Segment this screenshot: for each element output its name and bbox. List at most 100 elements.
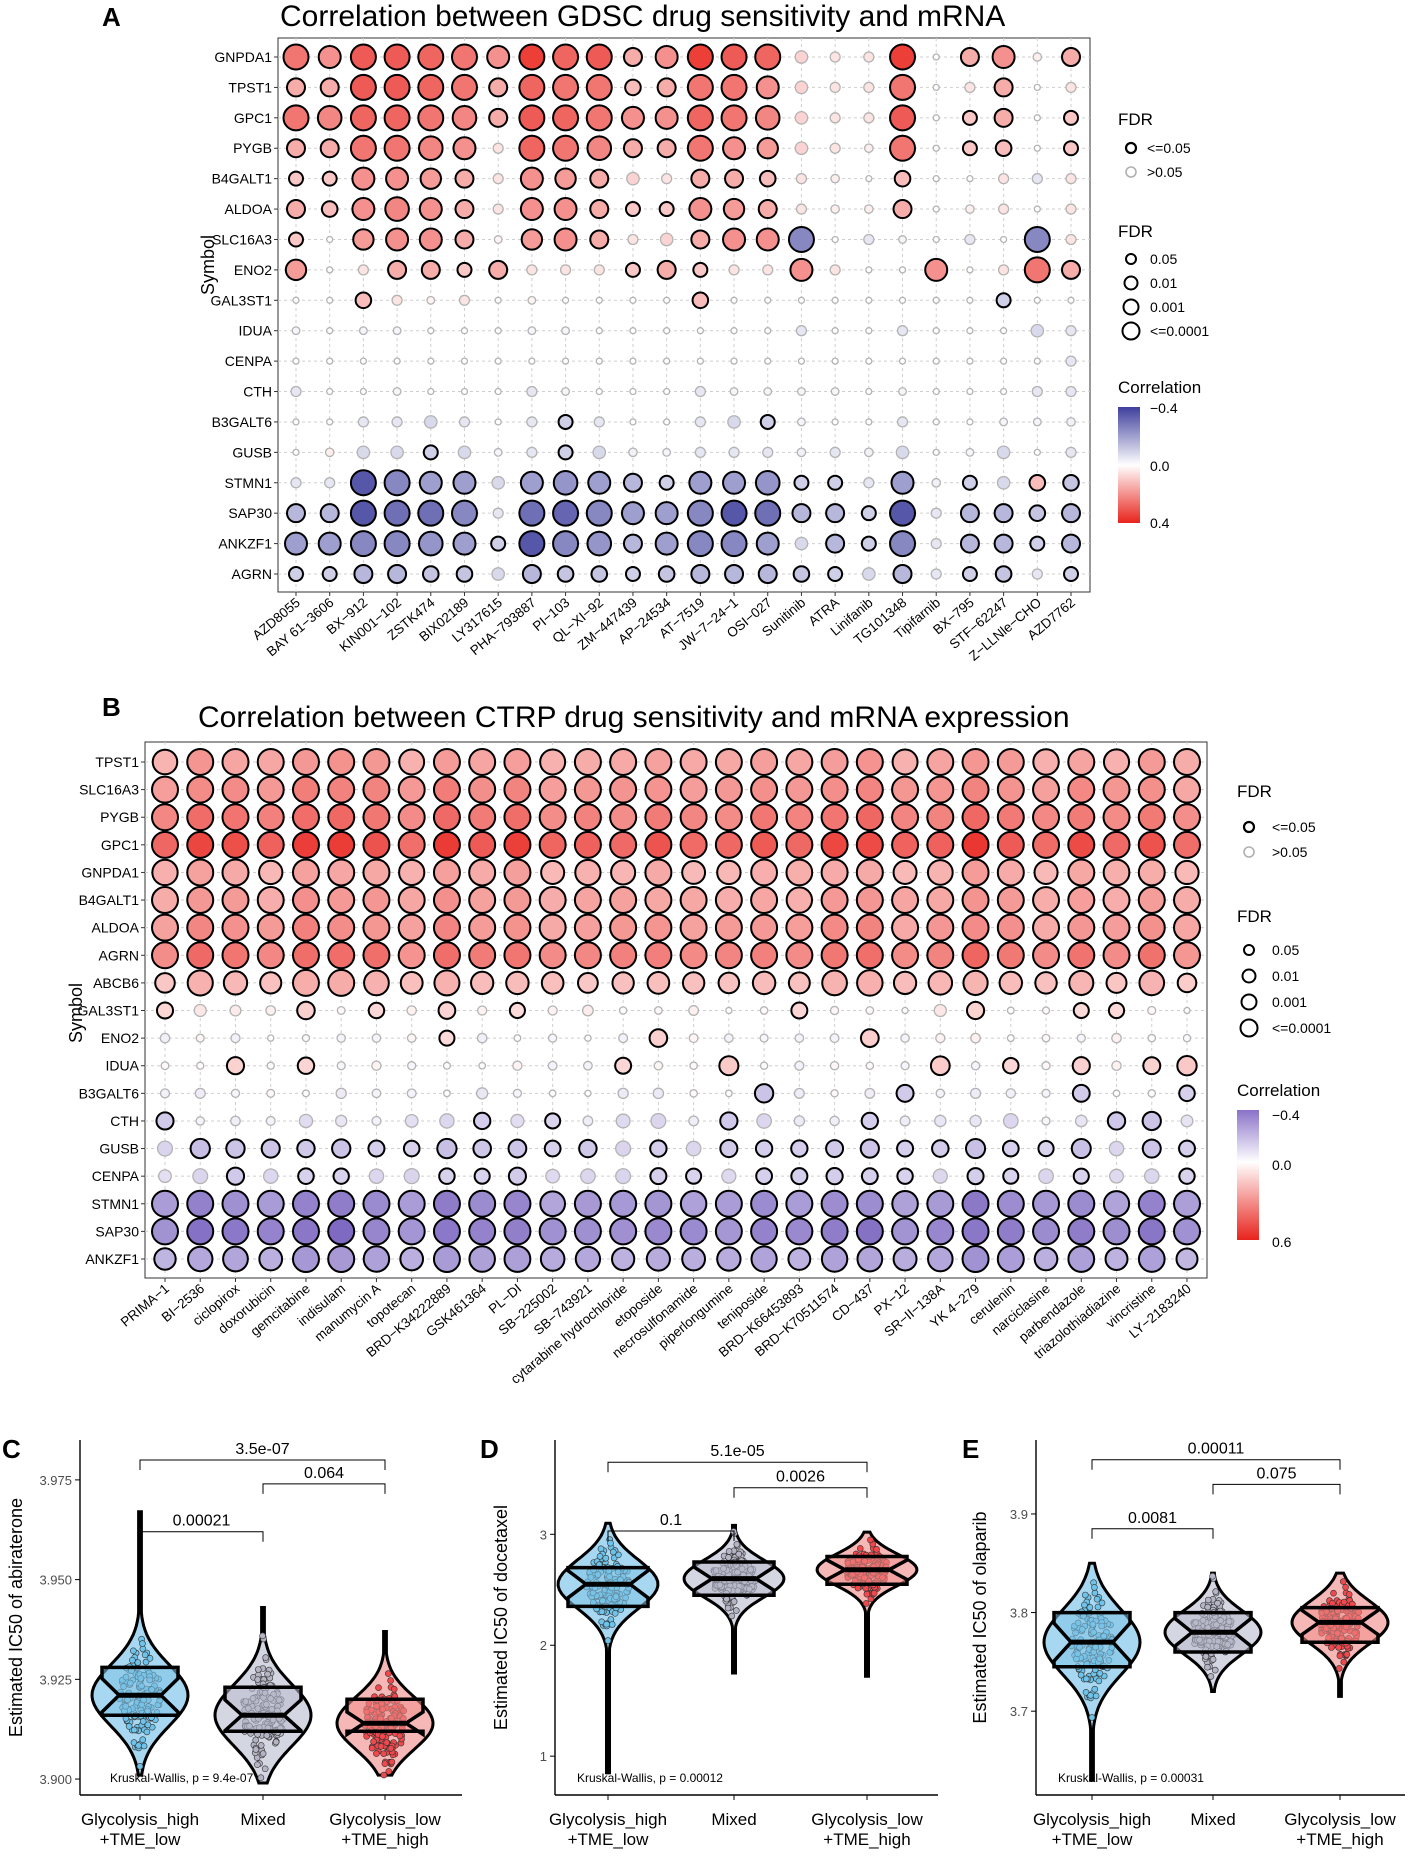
bubble [151,886,179,915]
gene-label: ANKZF1 [218,536,272,552]
bubble [193,1003,207,1018]
bubble [552,499,580,527]
bubble [932,83,940,92]
bubble [855,886,884,915]
bubble [891,1189,919,1218]
bubble [723,1033,734,1044]
data-point [1204,1663,1211,1671]
bubble [468,913,497,942]
legend-a-corr-title: Correlation [1118,378,1201,397]
bubble [620,501,645,526]
bubble [932,205,940,213]
bubble [432,941,461,970]
bubble [475,1087,489,1100]
bubble [644,803,673,832]
bubble [892,859,918,885]
bubble [585,73,613,101]
bubble [292,357,300,365]
bubble [576,971,599,994]
bubble [552,73,580,101]
bubble [256,775,285,804]
bubble [820,1245,849,1273]
legend-a-border-ns-label: >0.05 [1147,164,1183,180]
bubble [473,1167,491,1185]
panel-a-label: A [102,2,121,32]
group-label: +TME_high [823,1830,910,1849]
bubble [762,446,774,459]
bubble [827,474,844,491]
bubble [1102,775,1131,804]
data-point [862,1600,870,1607]
bubble [679,1190,708,1218]
bubble [1065,385,1077,398]
bubble [961,858,990,887]
bubble [995,292,1012,309]
bubble [820,886,849,915]
bubble [855,830,884,859]
bubble [825,503,846,524]
data-point [252,1746,260,1753]
bubble [829,1115,840,1127]
bubble [932,327,940,335]
bubble [658,474,675,491]
bubble [195,1033,205,1043]
bubble [493,447,503,457]
bubble [451,105,478,131]
bubble [1032,1217,1061,1246]
bubble [327,803,356,832]
bubble [679,886,708,915]
bubble [696,357,704,365]
bubble [573,1189,602,1218]
bubble [357,416,370,428]
bubble [622,472,643,493]
comparison-bracket [607,1530,735,1541]
y-tick-label: 3.950 [39,1573,72,1588]
bubble [750,775,779,804]
legend-a-tick-3: 0.4 [1150,515,1170,531]
bubble [820,858,849,887]
bubble [284,531,308,556]
comparison-p-value: 5.1e-05 [710,1443,764,1460]
bubble [417,135,444,162]
bubble [399,1246,425,1272]
data-point [609,1548,617,1556]
panel-d-violin-chart: 1 2 3 Estimated IC50 of docetaxel Glycolysis… [491,1440,938,1849]
data-point [1077,1671,1085,1679]
bubble [720,73,748,101]
bubble [291,775,320,804]
bubble [1137,886,1166,915]
data-point [1330,1589,1337,1597]
data-point [257,1774,265,1781]
bubble [1061,47,1081,67]
bubble [291,858,320,887]
legend-a-size-marker-1 [1125,253,1137,265]
bubble [286,77,306,98]
bubble [644,775,673,804]
bubble [820,1189,849,1218]
bubble [865,418,873,426]
bubble [719,1111,739,1131]
bubble [1033,296,1041,304]
bubble [362,858,391,887]
comparison-p-value: 0.00011 [1188,1441,1245,1458]
bubble [225,1166,246,1186]
bubble [961,775,990,804]
bubble [609,941,638,970]
bubble [1173,1217,1201,1246]
bubble [996,830,1025,859]
bubble [750,886,779,915]
bubble [1176,1055,1198,1077]
bubble [397,1189,426,1218]
bubble [427,327,435,335]
bubble [320,200,339,218]
gene-label: SLC16A3 [79,782,139,798]
bubble [820,748,849,776]
bubble [539,1246,566,1272]
bubble [622,138,643,159]
bubble [830,1089,839,1098]
bubble [221,886,250,915]
bubble [757,199,778,220]
bubble [1173,886,1201,915]
bubble [151,913,179,942]
bubble [319,138,340,159]
